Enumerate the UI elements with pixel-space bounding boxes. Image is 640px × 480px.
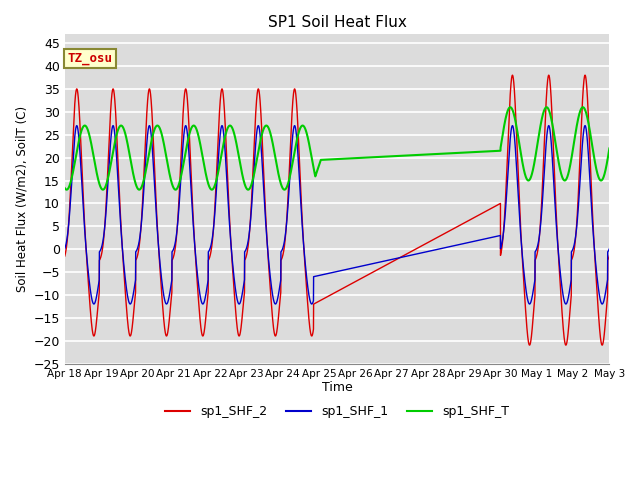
Title: SP1 Soil Heat Flux: SP1 Soil Heat Flux [268, 15, 406, 30]
X-axis label: Time: Time [322, 382, 353, 395]
Legend: sp1_SHF_2, sp1_SHF_1, sp1_SHF_T: sp1_SHF_2, sp1_SHF_1, sp1_SHF_T [160, 400, 514, 423]
Text: TZ_osu: TZ_osu [67, 52, 113, 65]
Y-axis label: Soil Heat Flux (W/m2), SoilT (C): Soil Heat Flux (W/m2), SoilT (C) [15, 106, 28, 292]
